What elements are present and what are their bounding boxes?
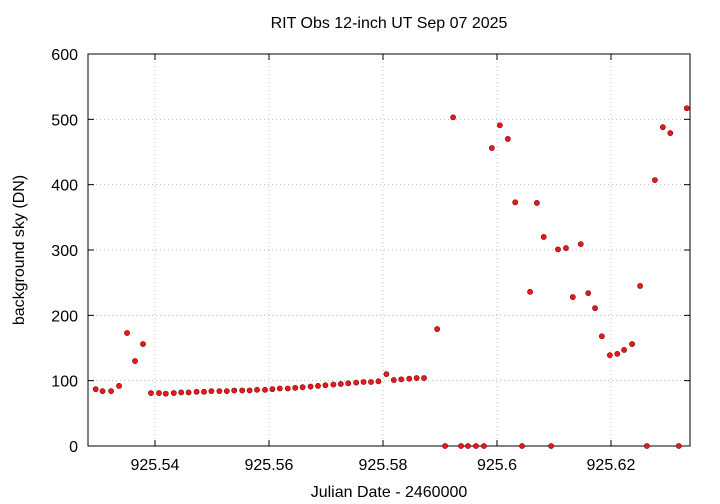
point [140, 341, 146, 347]
point [533, 200, 540, 206]
point [353, 379, 360, 386]
x-axis-label: Julian Date - 2460000 [311, 484, 468, 501]
point [480, 443, 487, 449]
x-tick-label: 925.6 [477, 457, 517, 474]
point [629, 341, 635, 347]
point [585, 290, 592, 297]
point [675, 443, 682, 449]
y-tick-label: 300 [51, 243, 78, 260]
point [450, 114, 456, 121]
point [555, 246, 561, 253]
point [413, 375, 420, 381]
point [162, 390, 169, 397]
point [239, 387, 246, 394]
point [360, 379, 367, 385]
y-tick-label: 100 [51, 374, 78, 391]
point [307, 383, 314, 390]
y-tick-label: 500 [51, 112, 78, 129]
point [292, 384, 299, 391]
point [512, 199, 519, 206]
point [276, 385, 283, 392]
point [108, 388, 114, 395]
point [208, 388, 215, 395]
point [368, 379, 374, 385]
point [644, 443, 650, 449]
point [148, 390, 154, 396]
point [269, 386, 276, 393]
point [548, 443, 555, 449]
y-tick-label: 600 [51, 47, 78, 64]
point [496, 122, 503, 129]
point [132, 358, 138, 364]
point [527, 288, 533, 295]
point [178, 389, 185, 396]
point [465, 443, 471, 449]
point [299, 384, 306, 391]
point [337, 381, 344, 387]
point [156, 390, 162, 396]
point [383, 371, 390, 378]
point [683, 105, 690, 112]
x-tick-label: 925.54 [131, 457, 180, 474]
point [92, 386, 99, 393]
x-tick-label: 925.56 [245, 457, 294, 474]
point [421, 375, 427, 381]
point [262, 386, 268, 393]
point [651, 177, 658, 183]
point [375, 378, 382, 385]
point [99, 388, 106, 395]
point [124, 330, 130, 336]
point [330, 381, 337, 388]
point [406, 375, 413, 382]
point [488, 145, 495, 151]
point [315, 382, 321, 389]
y-axis-label: background sky (DN) [11, 175, 28, 325]
point [201, 388, 207, 395]
point [598, 333, 605, 340]
point [442, 443, 449, 449]
point [345, 380, 352, 387]
y-tick-label: 200 [51, 308, 78, 325]
point [434, 326, 441, 332]
chart-title: RIT Obs 12-inch UT Sep 07 2025 [271, 15, 508, 32]
x-tick-label: 925.58 [359, 457, 408, 474]
point [519, 443, 525, 449]
point [563, 245, 569, 251]
point [606, 352, 613, 359]
point [614, 350, 621, 357]
point [254, 386, 260, 393]
point [621, 347, 628, 353]
point [284, 385, 291, 392]
point [592, 305, 598, 312]
point [472, 443, 479, 449]
point [116, 382, 122, 389]
point [216, 388, 223, 395]
x-tick-label: 925.62 [587, 457, 636, 474]
point [577, 241, 584, 248]
point [569, 294, 576, 300]
point [504, 136, 511, 142]
y-tick-label: 400 [51, 178, 78, 195]
grid [88, 53, 690, 447]
point [458, 443, 464, 449]
point [398, 376, 405, 383]
point [540, 234, 547, 240]
point [193, 388, 200, 395]
point [170, 390, 177, 396]
point [637, 283, 643, 289]
point [667, 130, 674, 136]
point [659, 124, 666, 131]
point [246, 387, 253, 394]
point [185, 389, 192, 396]
point [231, 387, 238, 394]
point [390, 377, 397, 383]
point [223, 388, 230, 395]
y-tick-label: 0 [69, 439, 78, 456]
point [322, 382, 329, 389]
